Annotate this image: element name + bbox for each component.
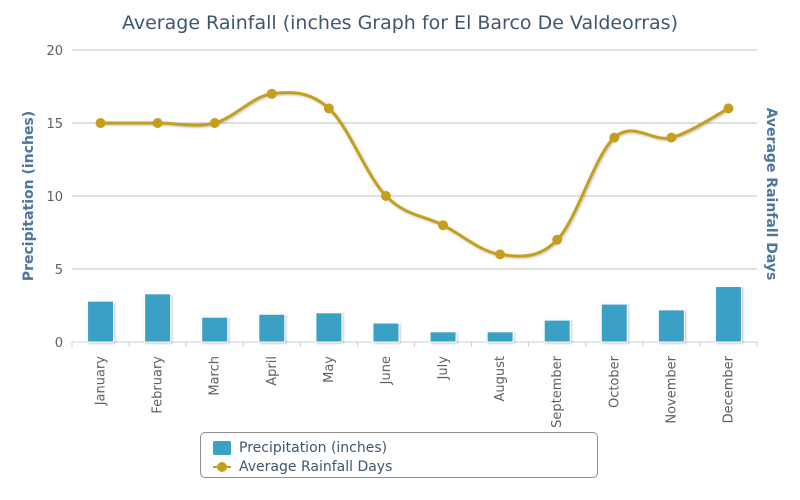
- legend-item-precipitation[interactable]: Precipitation (inches): [213, 439, 387, 457]
- legend-bar-swatch-icon: [213, 441, 231, 455]
- precipitation-bar: [714, 286, 742, 343]
- legend-label-rainfall-days: Average Rainfall Days: [239, 459, 393, 475]
- x-category-label: May: [322, 356, 337, 383]
- x-category-label: December: [721, 355, 736, 423]
- rainfall-days-point: [323, 103, 334, 114]
- precipitation-bar: [144, 293, 172, 343]
- chart-title: Average Rainfall (inches Graph for El Ba…: [122, 12, 678, 34]
- right-axis-title: Average Rainfall Days: [763, 108, 779, 281]
- rainfall-days-point: [666, 132, 677, 143]
- x-category-label: October: [607, 355, 622, 408]
- rainfall-days-point: [609, 132, 620, 143]
- y-tick-label: 10: [46, 190, 63, 205]
- x-category-label: November: [664, 355, 679, 423]
- x-category-label: February: [151, 356, 166, 414]
- precipitation-bar: [429, 331, 457, 343]
- precipitation-bar: [87, 300, 115, 343]
- legend: Precipitation (inches) Average Rainfall …: [200, 432, 598, 478]
- precipitation-bar: [600, 303, 628, 343]
- y-axis: 0 5 10 15 20: [46, 44, 63, 351]
- x-category-label: January: [94, 356, 109, 407]
- rainfall-days-point: [552, 234, 563, 245]
- y-tick-label: 15: [46, 117, 63, 132]
- precipitation-bar: [543, 319, 571, 343]
- legend-item-rainfall-days[interactable]: Average Rainfall Days: [213, 458, 392, 476]
- rainfall-days-line-path: [100, 91, 730, 258]
- precipitation-bar: [486, 331, 514, 343]
- rainfall-days-point: [152, 118, 163, 128]
- rainfall-days-point: [438, 220, 449, 231]
- rainfall-days-point: [266, 88, 277, 99]
- rainfall-days-point: [723, 103, 734, 114]
- gridlines: [72, 49, 757, 343]
- precipitation-bars: [87, 286, 742, 343]
- rainfall-days-point: [95, 118, 106, 128]
- legend-line-swatch-icon: [213, 460, 231, 474]
- rainfall-days-line: [95, 88, 734, 260]
- x-category-label: September: [550, 355, 565, 428]
- x-category-label: April: [265, 356, 280, 386]
- legend-label-precipitation: Precipitation (inches): [239, 440, 388, 456]
- left-axis-title: Precipitation (inches): [21, 111, 37, 281]
- rainfall-days-point: [495, 249, 506, 260]
- y-tick-label: 0: [55, 336, 63, 351]
- precipitation-bar: [657, 309, 685, 343]
- x-category-label: March: [208, 356, 223, 396]
- x-category-label: August: [493, 356, 508, 402]
- y-tick-label: 20: [46, 44, 63, 59]
- precipitation-bar: [315, 312, 343, 343]
- rainfall-days-point: [209, 118, 220, 128]
- precipitation-bar: [372, 322, 400, 343]
- y-tick-label: 5: [55, 263, 63, 278]
- x-category-label: July: [436, 356, 451, 381]
- precipitation-bar: [201, 316, 229, 343]
- precipitation-bar: [258, 313, 286, 343]
- x-category-label: June: [379, 356, 394, 385]
- x-axis: January February March April May June July Augu…: [71, 342, 758, 428]
- rainfall-days-point: [380, 191, 391, 201]
